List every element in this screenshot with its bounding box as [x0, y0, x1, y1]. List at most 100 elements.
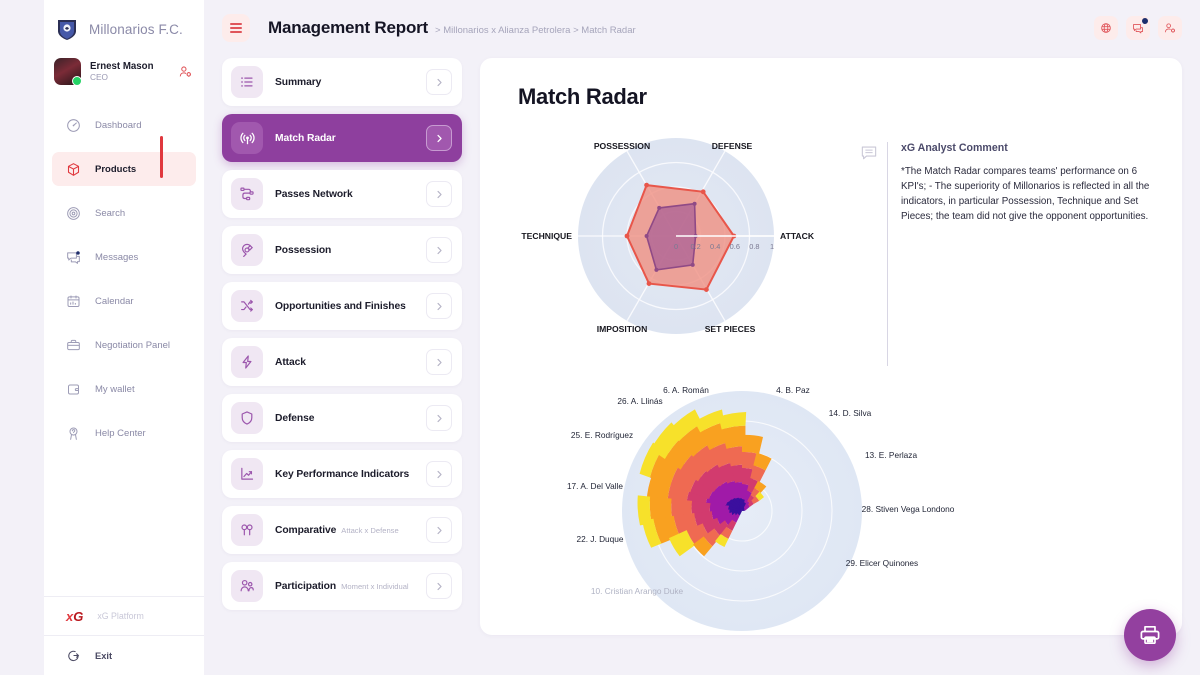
- polar-label: 6. A. Román: [663, 385, 709, 395]
- user-settings-icon[interactable]: [179, 65, 196, 78]
- bolt-icon: [231, 346, 263, 378]
- sidebar-item-help-center[interactable]: Help Center: [52, 416, 196, 450]
- svg-text:0: 0: [674, 242, 678, 251]
- messages-icon[interactable]: [1126, 16, 1150, 40]
- report-item-summary[interactable]: Summary: [222, 58, 462, 106]
- account-icon[interactable]: [1158, 16, 1182, 40]
- xg-logo-icon: xG: [66, 609, 83, 624]
- platform-label: xG Platform: [97, 611, 144, 621]
- polar-label: 13. E. Perlaza: [865, 450, 918, 460]
- report-item-label: Attack: [275, 356, 306, 368]
- profile-name: Ernest Mason: [90, 60, 154, 72]
- sidebar-item-calendar[interactable]: Calendar: [52, 284, 196, 318]
- polar-label: 4. B. Paz: [776, 385, 810, 395]
- polar-label: 14. D. Silva: [829, 408, 872, 418]
- report-item-match-radar[interactable]: Match Radar: [222, 114, 462, 162]
- chevron-right-icon[interactable]: [426, 573, 452, 599]
- sidebar-item-negotiation-panel[interactable]: Negotiation Panel: [52, 328, 196, 362]
- xg-logo-g: G: [73, 608, 84, 624]
- notification-badge: [1142, 18, 1148, 24]
- hamburger-lines: [230, 23, 242, 33]
- profile-role: CEO: [90, 71, 108, 82]
- content: Summary: [204, 56, 1200, 675]
- report-item-text: Opportunities and Finishes: [275, 301, 426, 312]
- club-crest-icon: [54, 16, 80, 42]
- report-item-label: Opportunities and Finishes: [275, 300, 406, 312]
- radar-svg: 0 0.2 0.4 0.6 0.8 1 DEFENSE ATTACK: [521, 138, 815, 334]
- topbar: Management Report > Millonarios x Alianz…: [204, 0, 1200, 56]
- sidebar-item-dashboard[interactable]: Dashboard: [52, 108, 196, 142]
- report-item-label: Key Performance Indicators: [275, 468, 410, 480]
- sidebar-item-label: Search: [95, 207, 126, 219]
- people-icon: [231, 570, 263, 602]
- printer-icon: [1138, 623, 1162, 647]
- sidebar-item-messages[interactable]: Messages: [52, 240, 196, 274]
- chevron-right-icon[interactable]: [426, 237, 452, 263]
- magnet-icon: [231, 234, 263, 266]
- report-item-comparative[interactable]: Comparative Attack x Defense: [222, 506, 462, 554]
- globe-icon[interactable]: [1094, 16, 1118, 40]
- report-item-participation[interactable]: Participation Moment x Individual: [222, 562, 462, 610]
- chevron-right-icon[interactable]: [426, 125, 452, 151]
- sidebar-item-label: Negotiation Panel: [95, 339, 170, 351]
- svg-text:0.4: 0.4: [710, 242, 720, 251]
- report-item-sublabel: Moment x Individual: [341, 581, 409, 591]
- svg-text:IMPOSITION: IMPOSITION: [597, 324, 648, 334]
- print-button[interactable]: [1124, 609, 1176, 661]
- report-item-key-performance-indicators[interactable]: Key Performance Indicators: [222, 450, 462, 498]
- main-area: Management Report > Millonarios x Alianz…: [204, 0, 1200, 675]
- svg-text:POSSESSION: POSSESSION: [594, 141, 650, 151]
- report-item-text: Possession: [275, 245, 426, 256]
- svg-text:1: 1: [770, 242, 774, 251]
- report-item-text: Comparative Attack x Defense: [275, 525, 426, 536]
- report-item-text: Attack: [275, 357, 426, 368]
- report-item-opportunities-and-finishes[interactable]: Opportunities and Finishes: [222, 282, 462, 330]
- radar-tick-labels: 0 0.2 0.4 0.6 0.8 1: [674, 242, 774, 251]
- sidebar-item-label: Messages: [95, 251, 139, 263]
- xg-logo-x: x: [66, 608, 74, 624]
- chevron-right-icon[interactable]: [426, 405, 452, 431]
- polar-chart-row: 6. A. Román 4. B. Paz 14. D. Silva 13. E…: [480, 366, 1182, 631]
- chevron-right-icon[interactable]: [426, 181, 452, 207]
- polar-label: 25. E. Rodríguez: [571, 430, 633, 440]
- sidebar-item-my-wallet[interactable]: My wallet: [52, 372, 196, 406]
- speedometer-icon: [66, 118, 81, 133]
- svg-text:ATTACK: ATTACK: [780, 231, 815, 241]
- report-item-possession[interactable]: Possession: [222, 226, 462, 274]
- left-gutter: [0, 0, 44, 675]
- sidebar-item-products[interactable]: Products: [52, 152, 196, 186]
- radar-chart: 0 0.2 0.4 0.6 0.8 1 DEFENSE ATTACK: [480, 116, 860, 366]
- profile[interactable]: Ernest Mason CEO: [44, 52, 204, 97]
- report-item-sublabel: Attack x Defense: [341, 525, 399, 535]
- shuffle-icon: [231, 290, 263, 322]
- analyst-comment-title: xG Analyst Comment: [901, 142, 1008, 154]
- polar-chart-svg: 6. A. Román 4. B. Paz 14. D. Silva 13. E…: [567, 385, 955, 631]
- sidebar-item-label: Dashboard: [95, 119, 142, 131]
- box-icon: [66, 162, 81, 177]
- chevron-right-icon[interactable]: [426, 69, 452, 95]
- chevron-right-icon[interactable]: [426, 461, 452, 487]
- chevron-right-icon[interactable]: [426, 349, 452, 375]
- sidebar-item-search[interactable]: Search: [52, 196, 196, 230]
- avatar: [54, 58, 82, 86]
- platform-row[interactable]: xG xG Platform: [44, 597, 204, 635]
- chevron-right-icon[interactable]: [426, 517, 452, 543]
- report-item-passes-network[interactable]: Passes Network: [222, 170, 462, 218]
- svg-text:0.6: 0.6: [730, 242, 740, 251]
- report-item-text: Key Performance Indicators: [275, 469, 426, 480]
- sidebar-item-label: Products: [95, 163, 137, 175]
- report-item-label: Passes Network: [275, 188, 353, 200]
- sidebar-spacer: [44, 455, 204, 596]
- help-icon: [66, 426, 81, 441]
- network-icon: [231, 178, 263, 210]
- svg-text:0.8: 0.8: [749, 242, 759, 251]
- report-item-text: Defense: [275, 413, 426, 424]
- chevron-right-icon[interactable]: [426, 293, 452, 319]
- exit-button[interactable]: Exit: [44, 635, 204, 675]
- report-item-defense[interactable]: Defense: [222, 394, 462, 442]
- sidebar-item-label: My wallet: [95, 383, 135, 395]
- hamburger-icon[interactable]: [222, 14, 250, 42]
- report-item-attack[interactable]: Attack: [222, 338, 462, 386]
- sidebar-item-label: Help Center: [95, 427, 146, 439]
